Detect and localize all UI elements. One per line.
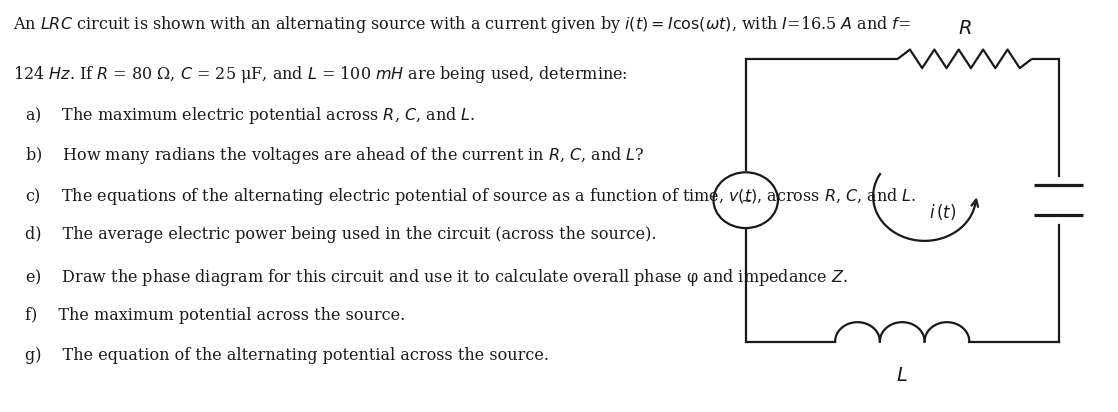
Text: a)  The maximum electric potential across $R$, $C$, and $L$.: a) The maximum electric potential across… bbox=[25, 105, 475, 126]
Text: g)  The equation of the alternating potential across the source.: g) The equation of the alternating poten… bbox=[25, 347, 549, 364]
Text: e)  Draw the phase diagram for this circuit and use it to calculate overall phas: e) Draw the phase diagram for this circu… bbox=[25, 267, 847, 288]
Text: d)  The average electric power being used in the circuit (across the source).: d) The average electric power being used… bbox=[25, 226, 656, 243]
Text: c)  The equations of the alternating electric potential of source as a function : c) The equations of the alternating elec… bbox=[25, 186, 916, 207]
Text: b)  How many radians the voltages are ahead of the current in $R$, $C$, and $L$?: b) How many radians the voltages are ahe… bbox=[25, 145, 644, 166]
Text: f)  The maximum potential across the source.: f) The maximum potential across the sour… bbox=[25, 307, 405, 324]
Text: $\sim$: $\sim$ bbox=[738, 193, 754, 207]
Text: $i\,(t)$: $i\,(t)$ bbox=[929, 202, 957, 222]
Text: An $LRC$ circuit is shown with an alternating source with a current given by $i(: An $LRC$ circuit is shown with an altern… bbox=[13, 14, 911, 35]
Text: $L$: $L$ bbox=[897, 367, 908, 385]
Text: $R$: $R$ bbox=[958, 19, 972, 37]
Text: 124 $Hz$. If $R$ = 80 Ω, $C$ = 25 μF, and $L$ = 100 $mH$ are being used, determi: 124 $Hz$. If $R$ = 80 Ω, $C$ = 25 μF, an… bbox=[13, 64, 628, 85]
